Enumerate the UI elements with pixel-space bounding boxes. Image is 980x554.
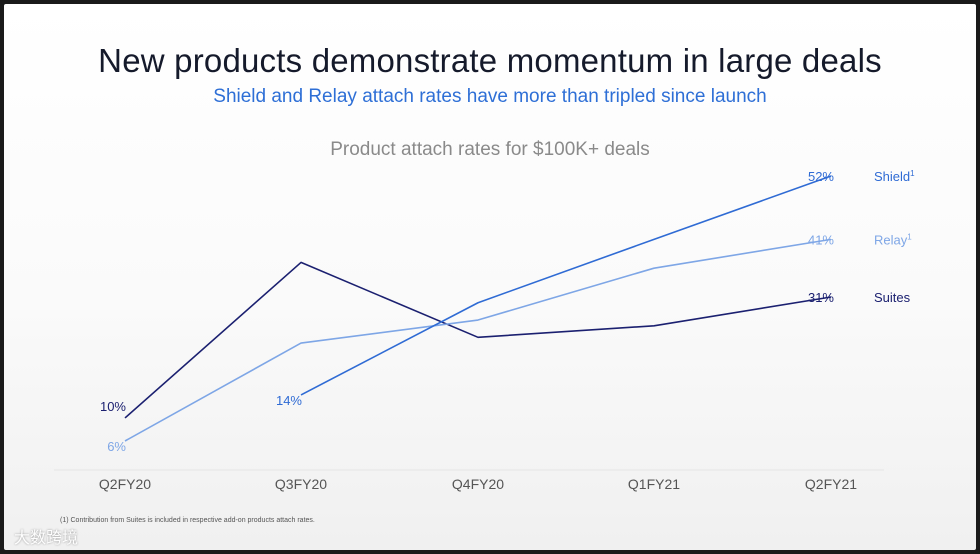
series-line-shield [300,175,832,396]
series-end-label: Suites [874,290,911,305]
x-tick-label: Q1FY21 [628,476,680,492]
data-label: 6% [107,439,126,454]
data-label: 52% [808,169,834,184]
series-line-relay [124,238,832,442]
series-line-suites [124,261,832,419]
data-label: 14% [276,393,302,408]
footnote: (1) Contribution from Suites is included… [60,517,315,524]
line-chart: Q2FY20 Q3FY20 Q4FY20 Q1FY21 Q2FY21 10% 31% Suit… [54,169,915,492]
x-tick-label: Q2FY21 [805,476,857,492]
data-label: 10% [100,399,126,414]
watermark-logo: 大数跨境 [14,528,79,547]
slide-subtitle: Shield and Relay attach rates have more … [213,86,767,107]
slide-title: New products demonstrate momentum in lar… [98,42,882,79]
x-tick-label: Q2FY20 [99,476,151,492]
series-end-label: Relay1 [874,232,912,247]
chart-title: Product attach rates for $100K+ deals [330,139,650,160]
slide: New products demonstrate momentum in lar… [4,4,976,550]
data-label: 41% [808,232,834,247]
x-tick-label: Q3FY20 [275,476,327,492]
x-tick-label: Q4FY20 [452,476,504,492]
series-end-label: Shield1 [874,169,915,184]
data-label: 31% [808,290,834,305]
